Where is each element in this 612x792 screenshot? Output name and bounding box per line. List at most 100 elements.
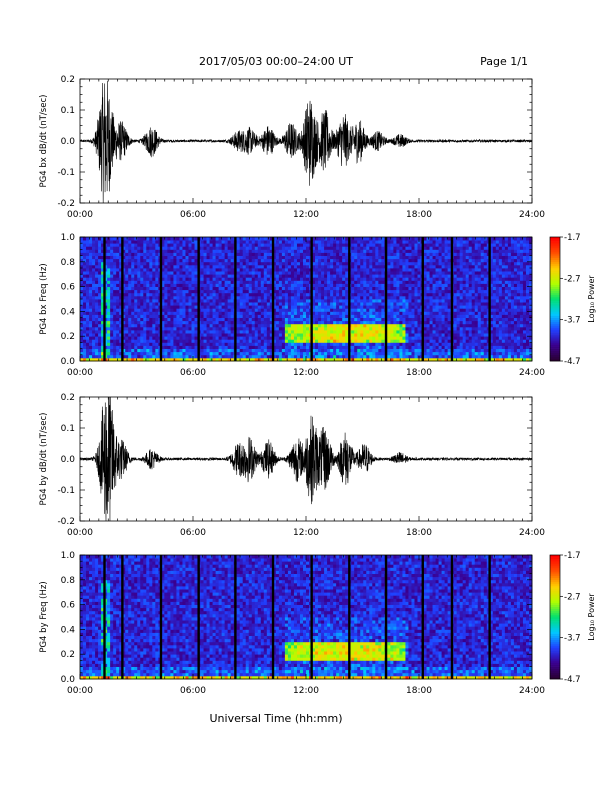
spectrogram-cell (441, 261, 446, 266)
spectrogram-cell (215, 249, 220, 253)
spectrogram-cell (444, 339, 449, 343)
spectrogram-cell (173, 292, 177, 297)
spectrogram-cell (101, 252, 105, 256)
spectrogram-cell (278, 302, 283, 306)
spectrogram-cell (399, 289, 403, 294)
spectrogram-cell (275, 271, 280, 275)
spectrogram-cell (284, 240, 289, 244)
spectrogram-cell (101, 264, 105, 269)
spectrogram-cell (438, 249, 442, 253)
spectrogram-cell (396, 351, 400, 356)
spectrogram-cell (251, 351, 256, 356)
spectrogram-cell (290, 351, 295, 356)
spectrogram-cell (269, 314, 274, 318)
spectrogram-cell (245, 302, 250, 306)
spectrogram-cell (218, 295, 223, 300)
spectrogram-cell (429, 255, 433, 260)
spectrogram-cell (366, 280, 370, 284)
spectrogram-cell (354, 271, 358, 275)
spectrogram-cell (281, 252, 286, 256)
spectrogram-cell (146, 314, 150, 318)
spectrogram-cell (239, 255, 244, 260)
spectrogram-cell (149, 261, 153, 266)
spectrogram-cell (248, 320, 253, 325)
spectrogram-cell (110, 299, 114, 303)
spectrogram-cell (360, 320, 364, 325)
spectrogram-cell (134, 249, 138, 253)
spectrogram-cell (131, 317, 135, 322)
spectrogram-cell (306, 317, 310, 322)
spectrogram-cell (113, 348, 117, 353)
spectrogram-cell (402, 305, 406, 309)
spectrogram-cell (333, 351, 337, 356)
spectrogram-cell (137, 292, 141, 297)
spectrogram-cell (113, 295, 117, 300)
spectrogram-cell (411, 342, 415, 346)
spectrogram-cell (336, 299, 340, 303)
spectrogram-cell (339, 280, 343, 284)
spectrogram-cell (342, 258, 346, 263)
spectrogram-cell (315, 292, 319, 297)
spectrogram-cell (354, 351, 358, 356)
spectrogram-cell (339, 277, 343, 281)
spectrogram-cell (137, 258, 141, 263)
spectrogram-cell (254, 302, 259, 306)
spectrogram-cell (260, 277, 265, 281)
spectrogram-cell (83, 277, 87, 281)
spectrogram-cell (339, 314, 343, 318)
spectrogram-cell (185, 330, 189, 334)
spectrogram-cell (113, 308, 117, 312)
spectrogram-cell (417, 308, 421, 312)
spectrogram-cell (417, 261, 421, 266)
spectrogram-cell (378, 311, 382, 315)
spectrogram-cell (86, 249, 90, 253)
spectrogram-cell (254, 277, 259, 281)
spectrogram-cell (366, 249, 370, 253)
spectrogram-cell (83, 342, 87, 346)
spectrogram-cell (86, 357, 90, 362)
spectrogram-cell (95, 299, 99, 303)
spectrogram-cell (149, 348, 153, 353)
spectrogram-cell (92, 345, 96, 349)
spectrogram-cell (212, 345, 216, 349)
spectrogram-cell (194, 277, 198, 281)
spectrogram-cell (281, 243, 286, 247)
spectrogram-cell (290, 308, 295, 312)
spectrogram-cell (318, 320, 322, 325)
spectrogram-cell (92, 246, 96, 250)
spectrogram-cell (95, 280, 99, 284)
spectrogram-cell (435, 237, 439, 241)
spectrogram-cell (378, 339, 382, 343)
spectrogram-cell (143, 345, 147, 349)
spectrogram-cell (194, 302, 198, 306)
spectrogram-cell (426, 317, 430, 322)
spectrogram-cell (239, 302, 244, 306)
spectrogram-cell (191, 277, 195, 281)
spectrogram-cell (402, 320, 406, 325)
x-tick-label: 12:00 (293, 210, 319, 220)
spectrogram-cell (402, 336, 406, 340)
spectrogram-cell (375, 351, 379, 356)
spectrogram-cell (113, 277, 117, 281)
spectrogram-cell (80, 342, 84, 346)
spectrogram-cell (125, 308, 129, 312)
spectrogram-cell (194, 289, 198, 294)
spectrogram-cell (393, 299, 397, 303)
spectrogram-cell (161, 302, 165, 306)
spectrogram-cell (245, 308, 250, 312)
spectrogram-cell (339, 289, 343, 294)
spectrogram-cell (254, 320, 259, 325)
spectrogram-cell (438, 333, 442, 337)
spectrogram-cell (152, 243, 156, 247)
spectrogram-cell (206, 280, 210, 284)
spectrogram-cell (119, 311, 123, 315)
spectrogram-cell (357, 255, 361, 260)
spectrogram-cell (423, 314, 427, 318)
spectrogram-cell (393, 264, 397, 269)
spectrogram-cell (302, 314, 307, 318)
spectrogram-cell (414, 289, 418, 294)
spectrogram-cell (200, 252, 204, 256)
spectrogram-cell (435, 311, 439, 315)
spectrogram-cell (110, 292, 114, 297)
spectrogram-cell (327, 249, 331, 253)
